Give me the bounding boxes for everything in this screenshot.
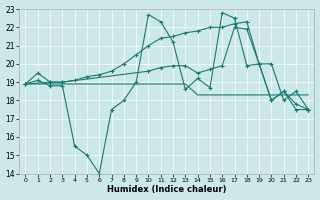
X-axis label: Humidex (Indice chaleur): Humidex (Indice chaleur)	[107, 185, 227, 194]
